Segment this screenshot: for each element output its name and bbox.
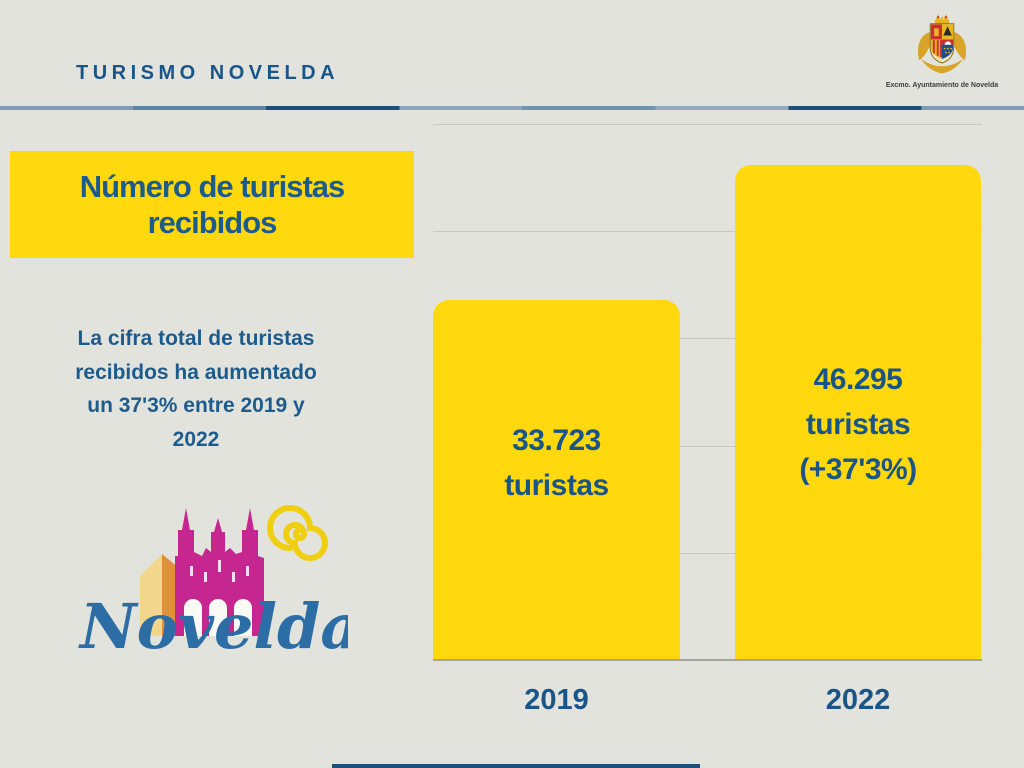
slide-title: Número de turistas recibidos xyxy=(79,168,346,240)
crest-tower xyxy=(934,28,939,37)
crest-crown-band xyxy=(934,19,950,24)
bottom-accent-bar xyxy=(332,764,700,768)
header-divider xyxy=(0,106,1024,110)
novelda-coat-of-arms-icon xyxy=(918,13,966,74)
crest-crown-jewel xyxy=(944,16,947,19)
bar-2019: 33.723 turistas xyxy=(433,299,680,661)
text-line: un 37'3% entre 2019 y xyxy=(87,394,305,418)
novelda-logo: Novelda xyxy=(78,505,348,663)
chart-gridline xyxy=(433,231,982,233)
text-line: La cifra total de turistas xyxy=(77,327,315,350)
crest-caption: Excmo. Ayuntamiento de Novelda xyxy=(885,82,999,89)
text-line: 2022 xyxy=(172,427,220,451)
text-line: (+37'3%) xyxy=(799,452,917,486)
x-axis-label-2022: 2022 xyxy=(825,684,891,716)
slide-title-box: Número de turistas recibidos xyxy=(10,151,414,258)
crest-stripe xyxy=(932,40,935,54)
crest-crown-jewel xyxy=(937,16,940,19)
text-line: turistas xyxy=(504,468,609,502)
text-line: turistas xyxy=(805,407,911,441)
logo-house-icon xyxy=(140,554,179,636)
crest-dot xyxy=(950,47,953,50)
text-line: 46.295 xyxy=(813,362,903,396)
crest-dot xyxy=(948,51,951,54)
crest-crown-spikes xyxy=(935,13,949,20)
chart-plot: 33.723 turistas 46.295 turistas (+37'3%) xyxy=(433,124,982,661)
crest-right-wing xyxy=(952,31,966,61)
crest-stripe xyxy=(940,40,942,58)
chart-baseline xyxy=(433,659,982,661)
bar-2022-label: 46.295 turistas (+37'3%) xyxy=(735,165,981,492)
crest-dot xyxy=(946,47,949,50)
brand-title: TURISMO NOVELDA xyxy=(76,62,340,84)
chart-gridline xyxy=(433,338,982,340)
text-line: recibidos xyxy=(147,204,278,240)
crest-eagle xyxy=(943,26,952,36)
crest-dot xyxy=(945,51,947,54)
text-line: Número de turistas xyxy=(79,168,346,204)
municipal-crest: Excmo. Ayuntamiento de Novelda xyxy=(880,12,1004,89)
chart-gridline xyxy=(433,124,982,125)
crest-laurel xyxy=(921,59,963,74)
text-line: 33.723 xyxy=(512,423,601,457)
text-line: recibidos ha aumentado xyxy=(75,360,317,384)
x-axis-label-2019: 2019 xyxy=(524,684,589,716)
logo-wordmark: Novelda xyxy=(78,590,348,663)
intro-text: La cifra total de turistas recibidos ha a… xyxy=(20,322,372,456)
crest-dot xyxy=(943,47,946,50)
chart-gridline xyxy=(433,445,982,447)
bar-2019-label: 33.723 turistas xyxy=(433,300,680,508)
logo-sun-spiral-icon xyxy=(267,505,328,561)
logo-sanctuary-icon xyxy=(175,508,264,636)
crest-stripe xyxy=(936,40,939,56)
crest-left-wing xyxy=(918,31,932,61)
chart-gridline xyxy=(433,552,982,554)
bar-2022: 46.295 turistas (+37'3%) xyxy=(735,164,981,661)
crest-arch xyxy=(944,41,952,45)
